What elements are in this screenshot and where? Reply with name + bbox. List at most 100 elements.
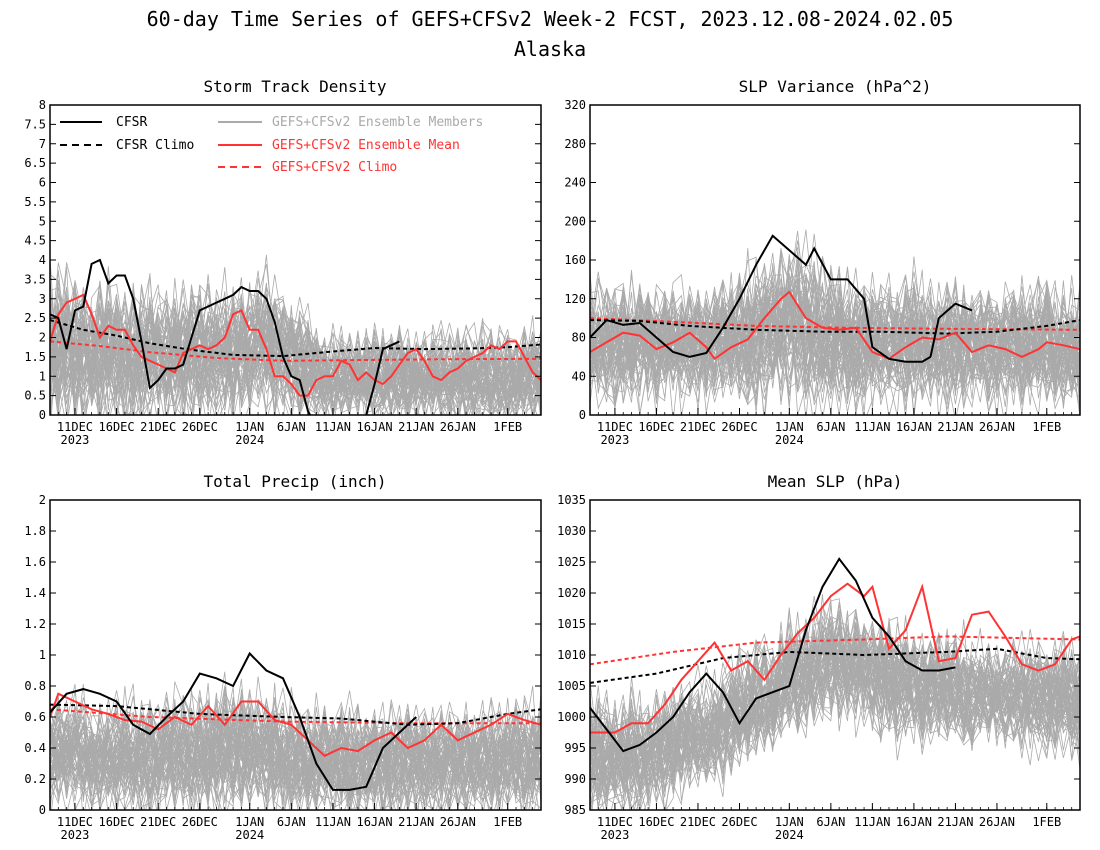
ensemble-member-line xyxy=(50,317,541,415)
x-tick-label: 26JAN xyxy=(440,815,476,829)
y-tick-label: 6 xyxy=(39,176,46,190)
series-gefs-cfsv2-climo xyxy=(50,340,541,362)
ensemble-member-line xyxy=(590,633,1080,801)
series-cfsr xyxy=(50,258,400,415)
y-tick-label: 985 xyxy=(564,803,586,817)
x-year-label: 2024 xyxy=(235,433,264,447)
ensemble-member-line xyxy=(50,691,541,810)
x-tick-label: 11JAN xyxy=(315,815,351,829)
x-tick-label: 26DEC xyxy=(182,420,218,434)
plot-area xyxy=(590,229,1080,415)
series-gefs-cfsv2-ensemble-mean xyxy=(590,290,1080,361)
y-tick-label: 990 xyxy=(564,772,586,786)
ensemble-member-line xyxy=(590,231,1080,406)
y-tick-label: 0.8 xyxy=(24,679,46,693)
x-year-label: 2024 xyxy=(235,828,264,842)
ensemble-member-line xyxy=(50,703,541,810)
panel-title: SLP Variance (hPa^2) xyxy=(739,77,932,96)
x-tick-label: 21JAN xyxy=(398,420,434,434)
x-tick-label: 1JAN xyxy=(775,815,804,829)
x-tick-label: 1JAN xyxy=(235,420,264,434)
ensemble-member-line xyxy=(590,633,1080,807)
x-tick-label: 21JAN xyxy=(937,815,973,829)
panel-title: Total Precip (inch) xyxy=(203,472,386,491)
x-tick-label: 16JAN xyxy=(896,420,932,434)
ensemble-member-line xyxy=(50,289,541,415)
y-tick-label: 1025 xyxy=(557,555,586,569)
x-tick-label: 11DEC xyxy=(57,815,93,829)
series-cfsr xyxy=(50,651,417,791)
x-tick-label: 26DEC xyxy=(721,815,757,829)
panel-total-precip: Total Precip (inch) 0 0.2 0.4 0.6 0.8 1 1.2 1.4… xyxy=(24,472,542,842)
x-year-label: 2023 xyxy=(600,433,629,447)
legend-label-cfsr: CFSR xyxy=(116,115,147,130)
y-tick-label: 0 xyxy=(39,408,46,422)
x-tick-label: 16DEC xyxy=(638,815,674,829)
ensemble-member-line xyxy=(50,285,541,415)
x-tick-label: 6JAN xyxy=(277,815,306,829)
series-cfsr xyxy=(590,557,956,753)
y-tick-label: 2 xyxy=(39,493,46,507)
ensemble-member-line xyxy=(50,290,541,410)
ensemble-member-line xyxy=(50,698,541,810)
ensemble-member-line xyxy=(50,284,541,415)
ensemble-member-line xyxy=(50,300,541,415)
y-tick-label: 0 xyxy=(579,408,586,422)
y-tick-label: 1 xyxy=(39,369,46,383)
x-tick-label: 16DEC xyxy=(99,420,135,434)
y-tick-label: 200 xyxy=(564,214,586,228)
series-cfsr-climo xyxy=(590,319,1080,335)
plot-area xyxy=(590,557,1080,810)
panel-mean-slp: Mean SLP (hPa) 985 990 995 1000 1005 1010 1015… xyxy=(557,472,1081,842)
figure-region: Alaska xyxy=(514,37,586,61)
ensemble-member-line xyxy=(50,267,541,415)
x-tick-label: 1FEB xyxy=(1032,420,1061,434)
ensemble-member-line xyxy=(50,695,541,810)
x-tick-label: 6JAN xyxy=(816,815,845,829)
y-tick-label: 240 xyxy=(564,176,586,190)
plot-area xyxy=(50,254,541,415)
legend-label-mean: GEFS+CFSv2 Ensemble Mean xyxy=(272,138,460,153)
y-tick-label: 1000 xyxy=(557,710,586,724)
y-tick-label: 1.4 xyxy=(24,586,46,600)
x-tick-label: 21DEC xyxy=(140,815,176,829)
y-tick-label: 1010 xyxy=(557,648,586,662)
y-tick-label: 1020 xyxy=(557,586,586,600)
ensemble-member-line xyxy=(50,683,541,810)
x-year-label: 2024 xyxy=(775,433,804,447)
x-tick-label: 16JAN xyxy=(356,815,392,829)
ensemble-member-line xyxy=(590,611,1080,802)
y-tick-label: 1.6 xyxy=(24,555,46,569)
panel-plot-total-precip: 0 0.2 0.4 0.6 0.8 1 1.2 1.4 1.6 1.8 2 11DEC 16DEC 21D… xyxy=(24,493,542,842)
panel-slp-variance: SLP Variance (hPa^2) 0 40 80 120 160 200 240 28… xyxy=(564,77,1081,447)
series-cfsr-climo xyxy=(50,319,541,358)
y-tick-label: 7 xyxy=(39,137,46,151)
x-tick-label: 26JAN xyxy=(979,420,1015,434)
ensemble-member-line xyxy=(590,605,1080,810)
series-gefs-cfsv2-climo xyxy=(590,317,1080,331)
panel-title: Mean SLP (hPa) xyxy=(768,472,903,491)
legend-label-members: GEFS+CFSv2 Ensemble Members xyxy=(272,115,483,130)
x-tick-label: 6JAN xyxy=(277,420,306,434)
y-tick-label: 1015 xyxy=(557,617,586,631)
x-tick-label: 1FEB xyxy=(493,815,522,829)
ensemble-member-line xyxy=(590,629,1080,798)
ensemble-member-line xyxy=(590,274,1080,414)
legend-label-gefs-climo: GEFS+CFSv2 Climo xyxy=(272,160,397,175)
ensemble-member-line xyxy=(50,285,541,415)
series-gefs-cfsv2-ensemble-mean xyxy=(590,582,1080,734)
x-tick-label: 6JAN xyxy=(816,420,845,434)
y-tick-label: 5 xyxy=(39,214,46,228)
x-tick-label: 21JAN xyxy=(398,815,434,829)
x-tick-label: 26JAN xyxy=(440,420,476,434)
x-year-label: 2024 xyxy=(775,828,804,842)
y-tick-label: 2 xyxy=(39,331,46,345)
x-tick-label: 26JAN xyxy=(979,815,1015,829)
x-tick-label: 21DEC xyxy=(140,420,176,434)
y-tick-label: 120 xyxy=(564,292,586,306)
x-tick-label: 26DEC xyxy=(182,815,218,829)
ensemble-member-line xyxy=(590,278,1080,415)
y-tick-label: 280 xyxy=(564,137,586,151)
figure-title: 60-day Time Series of GEFS+CFSv2 Week-2 … xyxy=(147,7,954,31)
